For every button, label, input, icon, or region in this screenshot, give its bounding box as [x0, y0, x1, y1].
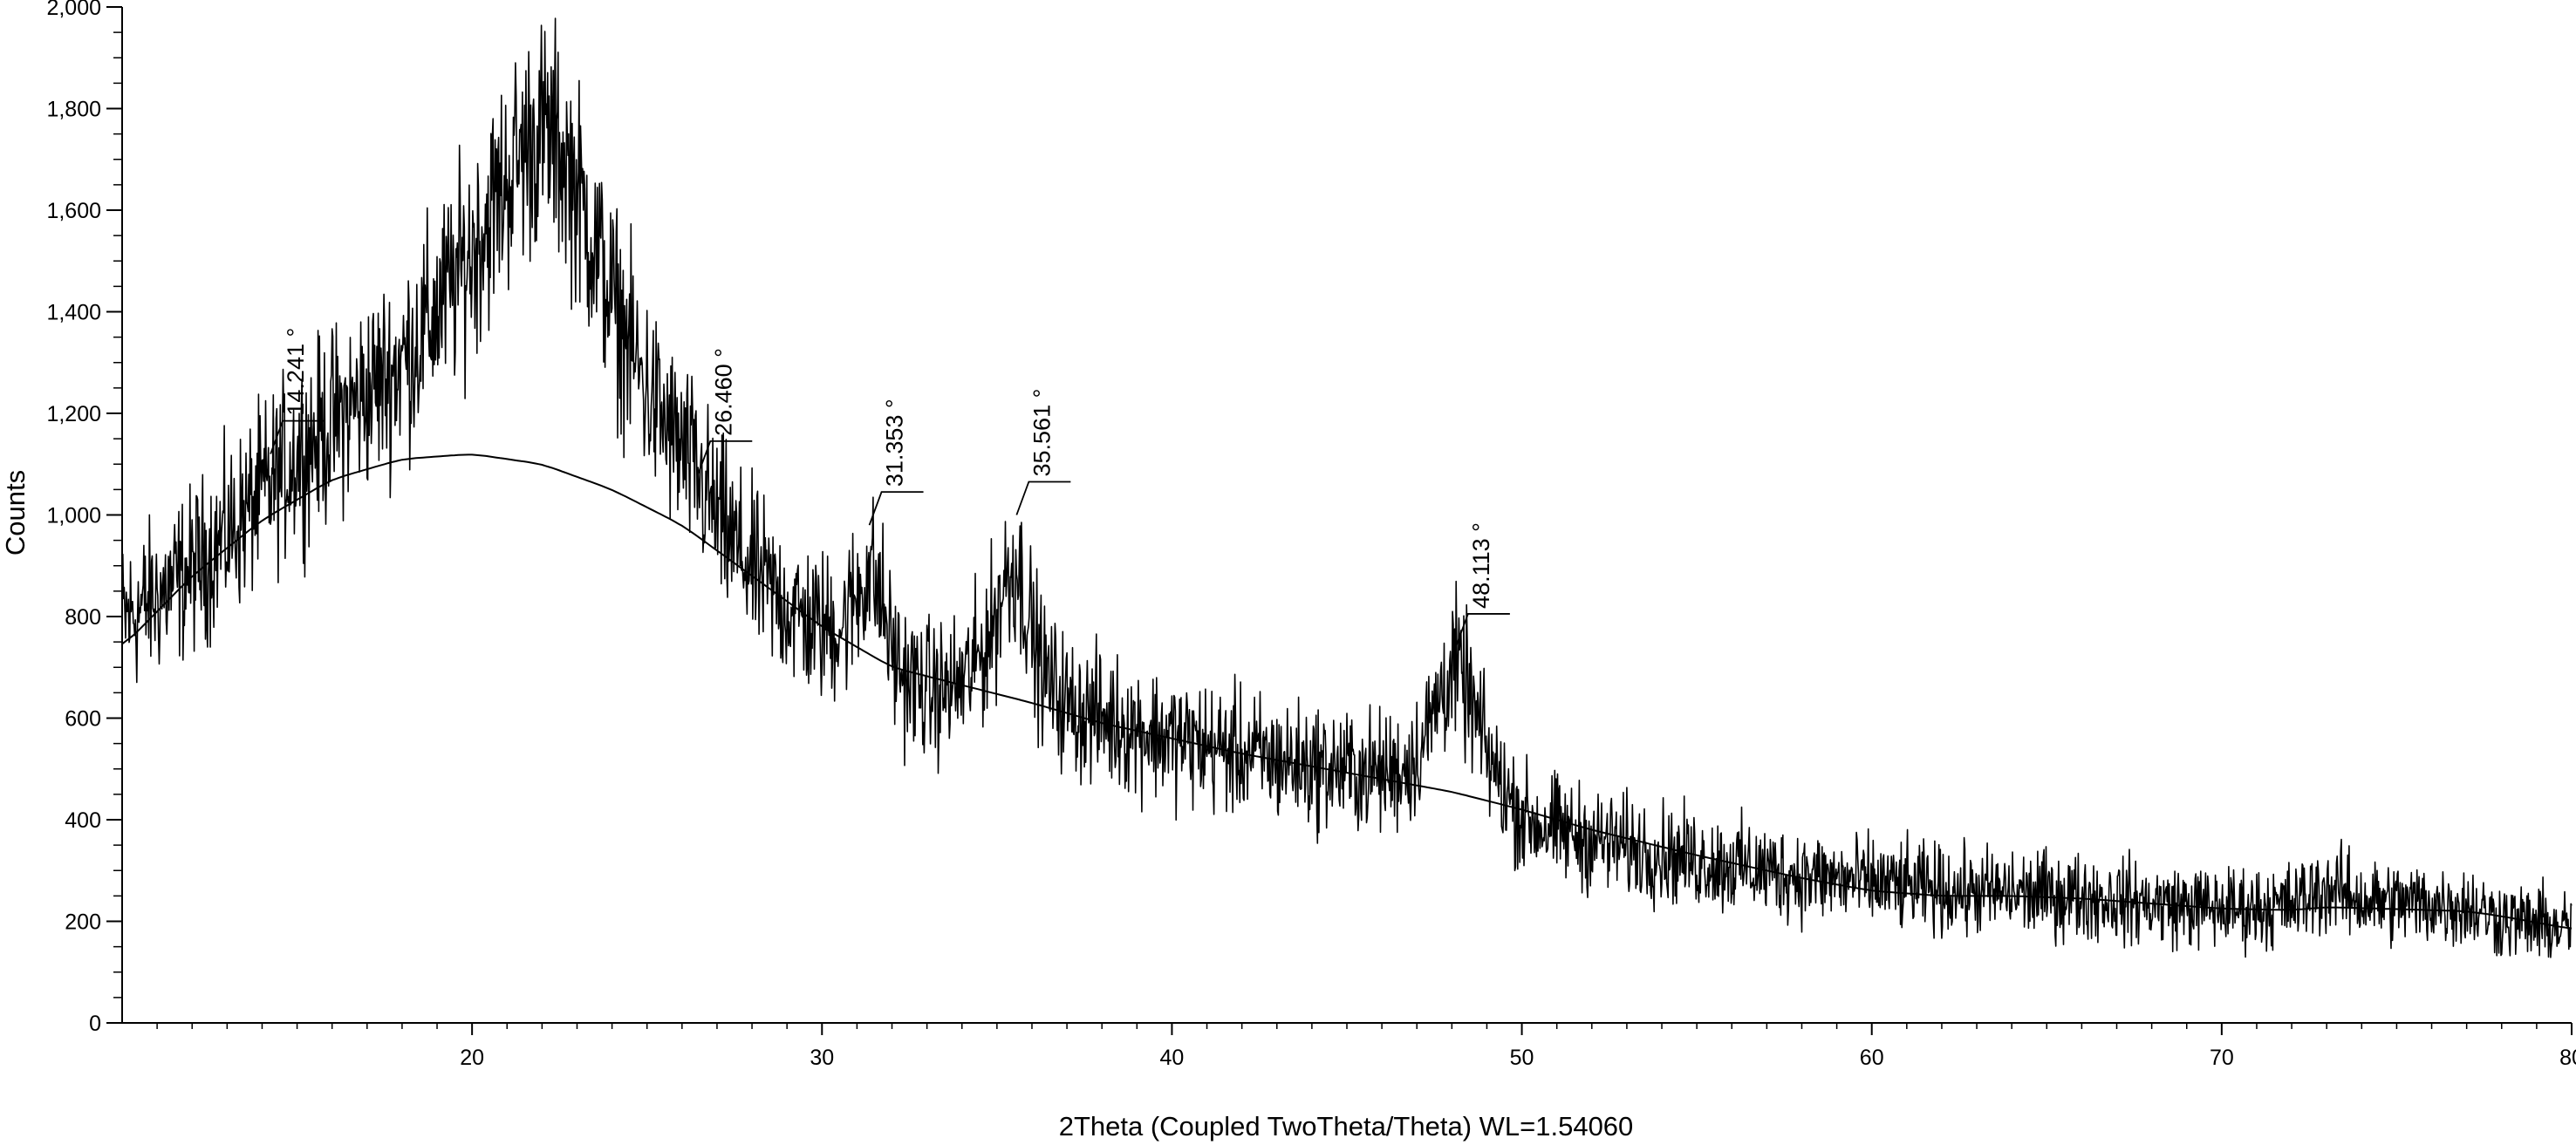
y-tick-label: 800 [65, 605, 101, 630]
peak-annotation: 14.241 ° [270, 328, 325, 454]
y-tick-label: 1,200 [46, 402, 101, 426]
peak-label: 35.561 ° [1028, 389, 1055, 477]
peak-annotation: 26.460 ° [697, 348, 753, 475]
peak-leader-line [697, 440, 753, 475]
peak-annotation: 35.561 ° [1015, 389, 1071, 515]
peak-leader-line [1015, 480, 1071, 515]
pattern-layer [121, 17, 2573, 958]
y-tick-label: 1,400 [46, 301, 101, 325]
y-tick-label: 200 [65, 910, 101, 935]
x-tick-label: 20 [460, 1046, 484, 1070]
peak-label: 48.113 ° [1468, 522, 1494, 609]
peak-label: 14.241 ° [283, 328, 309, 416]
background-curve-layer [121, 453, 2573, 930]
peak-annotation: 31.353 ° [868, 399, 924, 526]
x-tick-label: 70 [2210, 1046, 2234, 1070]
x-tick-label: 30 [810, 1046, 834, 1070]
axes: 2030405060708002004006008001,0001,2001,4… [46, 0, 2576, 1070]
y-tick-label: 1,000 [46, 504, 101, 528]
diffraction-pattern-line [121, 17, 2573, 958]
peak-leader-line [270, 419, 325, 454]
peak-leader-line [868, 491, 924, 526]
peak-annotation: 48.113 ° [1455, 522, 1510, 648]
background-curve [121, 453, 2573, 930]
y-tick-label: 600 [65, 707, 101, 732]
y-tick-label: 0 [89, 1012, 101, 1036]
peak-annotations: 14.241 ° 26.460 ° 31.353 ° 35.561 ° 48.113 ° [270, 328, 1510, 648]
peak-label: 31.353 ° [882, 399, 908, 487]
x-tick-label: 40 [1160, 1046, 1185, 1070]
x-tick-label: 50 [1510, 1046, 1534, 1070]
y-tick-label: 2,000 [46, 0, 101, 20]
y-tick-label: 1,600 [46, 199, 101, 223]
peak-leader-line [1455, 613, 1510, 648]
peak-label: 26.460 ° [710, 348, 736, 436]
x-tick-label: 60 [1860, 1046, 1884, 1070]
y-tick-label: 400 [65, 808, 101, 833]
y-tick-label: 1,800 [46, 98, 101, 122]
x-tick-label: 80 [2559, 1046, 2576, 1070]
y-axis-label: Counts [0, 470, 31, 555]
x-axis-label: 2Theta (Coupled TwoTheta/Theta) WL=1.540… [1059, 1111, 1634, 1142]
